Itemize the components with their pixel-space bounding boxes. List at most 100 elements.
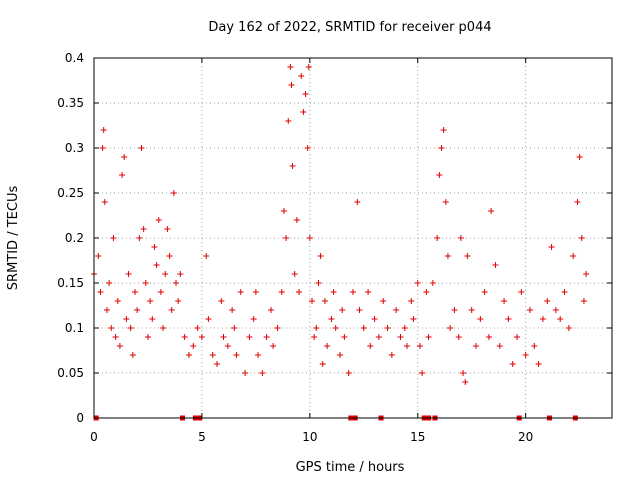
- data-point: [384, 325, 391, 331]
- data-point: [162, 271, 169, 277]
- data-point: [175, 298, 182, 304]
- data-point: [119, 172, 126, 178]
- data-point: [138, 145, 145, 151]
- data-point: [194, 325, 201, 331]
- data-point: [121, 154, 128, 160]
- data-point: [531, 343, 538, 349]
- data-point: [509, 361, 516, 367]
- data-point: [136, 235, 143, 241]
- data-point: [302, 91, 309, 97]
- y-axis-label: SRMTID / TECUs: [6, 186, 21, 291]
- data-point: [246, 334, 253, 340]
- data-point: [447, 325, 454, 331]
- data-point: [97, 289, 104, 295]
- data-point: [288, 82, 295, 88]
- data-point: [164, 226, 171, 232]
- data-point: [300, 109, 307, 115]
- data-point: [134, 307, 141, 313]
- x-tick-label: 10: [302, 430, 317, 444]
- data-point: [263, 334, 270, 340]
- data-point: [116, 343, 123, 349]
- data-point: [293, 217, 300, 223]
- data-point: [460, 370, 467, 376]
- data-point: [410, 316, 417, 322]
- data-point: [492, 262, 499, 268]
- data-point: [438, 145, 445, 151]
- data-point: [270, 343, 277, 349]
- data-point: [108, 325, 115, 331]
- data-point: [101, 199, 108, 205]
- data-point: [339, 307, 346, 313]
- y-tick-label: 0: [76, 411, 84, 425]
- y-tick-label: 0.4: [65, 51, 84, 65]
- data-point: [354, 199, 361, 205]
- data-point: [552, 307, 559, 313]
- data-point: [181, 334, 188, 340]
- data-point: [114, 298, 121, 304]
- data-point: [304, 145, 311, 151]
- data-point: [425, 334, 432, 340]
- data-point: [125, 271, 132, 277]
- data-point: [177, 271, 184, 277]
- data-point: [252, 289, 259, 295]
- data-point: [190, 343, 197, 349]
- data-point: [367, 343, 374, 349]
- data-point: [305, 64, 312, 70]
- data-point: [477, 316, 484, 322]
- data-point: [142, 280, 149, 286]
- data-point: [229, 307, 236, 313]
- data-point: [380, 298, 387, 304]
- data-point: [451, 307, 458, 313]
- y-tick-label: 0.25: [57, 186, 84, 200]
- data-point: [168, 307, 175, 313]
- data-point: [565, 325, 572, 331]
- data-point: [442, 199, 449, 205]
- data-point: [522, 352, 529, 358]
- y-tick-label: 0.05: [57, 366, 84, 380]
- data-point: [255, 352, 262, 358]
- data-point: [296, 289, 303, 295]
- data-point: [414, 280, 421, 286]
- data-point: [218, 298, 225, 304]
- data-point: [375, 334, 382, 340]
- data-point: [574, 199, 581, 205]
- data-point: [444, 253, 451, 259]
- data-point: [341, 334, 348, 340]
- data-point: [155, 217, 162, 223]
- data-point: [416, 343, 423, 349]
- data-point: [220, 334, 227, 340]
- data-point: [311, 334, 318, 340]
- data-point: [324, 343, 331, 349]
- data-point: [371, 316, 378, 322]
- data-point: [110, 235, 117, 241]
- data-point: [274, 325, 281, 331]
- data-point: [535, 361, 542, 367]
- data-point: [214, 361, 221, 367]
- data-point: [401, 325, 408, 331]
- data-point: [112, 334, 119, 340]
- data-point: [350, 289, 356, 295]
- data-point: [278, 289, 285, 295]
- data-point: [160, 325, 167, 331]
- data-point: [561, 289, 568, 295]
- data-point: [423, 289, 430, 295]
- data-point: [267, 307, 274, 313]
- data-point: [315, 280, 322, 286]
- data-point: [557, 316, 564, 322]
- data-point: [440, 127, 447, 133]
- data-point: [103, 307, 110, 313]
- data-point: [526, 307, 533, 313]
- data-point: [287, 64, 294, 70]
- data-point: [298, 73, 305, 79]
- data-point: [583, 271, 590, 277]
- data-point: [345, 370, 352, 376]
- data-point: [488, 208, 495, 214]
- data-point: [149, 316, 156, 322]
- data-point: [100, 127, 107, 133]
- data-point: [518, 289, 525, 295]
- data-point: [127, 325, 134, 331]
- data-point: [205, 316, 212, 322]
- chart-title: Day 162 of 2022, SRMTID for receiver p04…: [208, 20, 491, 35]
- data-point: [330, 289, 337, 295]
